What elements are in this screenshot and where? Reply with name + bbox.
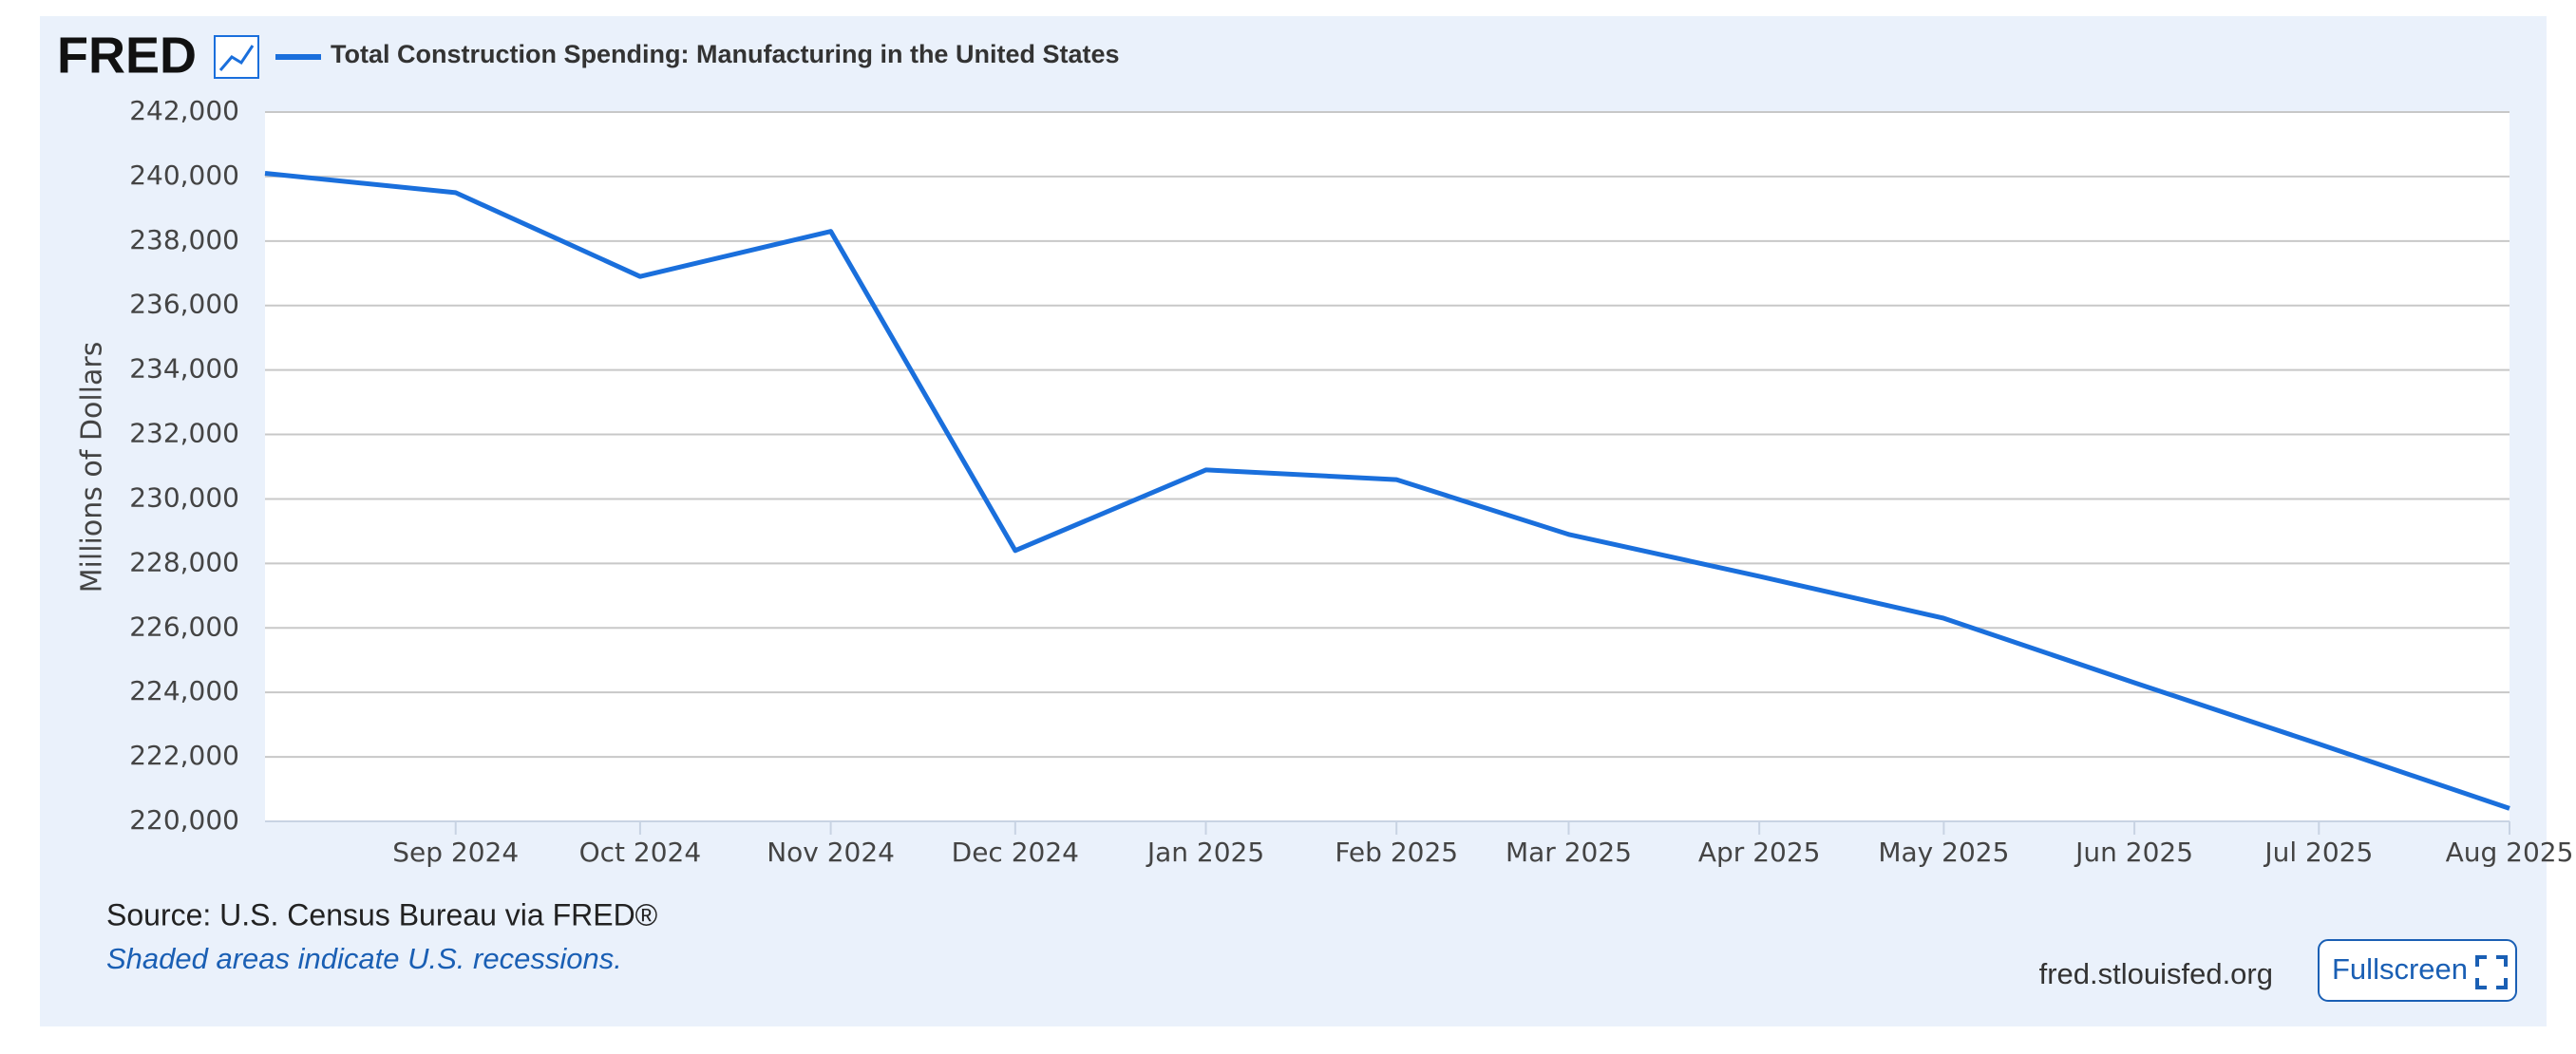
series-line bbox=[264, 171, 2510, 811]
logo-icon bbox=[214, 35, 259, 79]
x-tick-label: May 2025 bbox=[1878, 837, 2009, 868]
x-tick-label: Jan 2025 bbox=[1146, 837, 1264, 868]
source: Source: U.S. Census Bureau via FRED® bbox=[106, 897, 658, 932]
x-tick-label: Oct 2024 bbox=[579, 837, 702, 868]
x-tick-label: Aug 2025 bbox=[2446, 837, 2574, 868]
button-box[interactable] bbox=[2318, 939, 2517, 1002]
x-tick-label: Nov 2024 bbox=[767, 837, 895, 868]
y-tick-label: 240,000 bbox=[129, 160, 239, 191]
y-tick-label: 242,000 bbox=[129, 95, 239, 126]
site: fred.stlouisfed.org bbox=[2039, 957, 2273, 990]
x-tick-label: Mar 2025 bbox=[1506, 837, 1632, 868]
button-label[interactable]: Fullscreen bbox=[2332, 952, 2468, 986]
button-icon[interactable] bbox=[2475, 955, 2508, 989]
y-tick-label: 230,000 bbox=[129, 481, 239, 513]
x-tick-label: Jul 2025 bbox=[2263, 837, 2373, 868]
y-tick-label: 226,000 bbox=[129, 611, 239, 642]
x-tick-label: Jun 2025 bbox=[2074, 837, 2193, 868]
y-tick-label: 220,000 bbox=[129, 804, 239, 836]
y-tick-label: 232,000 bbox=[129, 418, 239, 449]
plot-area bbox=[265, 112, 2510, 821]
legend-label: Total Construction Spending: Manufacturi… bbox=[331, 40, 1120, 68]
logo: FRED bbox=[57, 27, 197, 84]
y-tick-label: 234,000 bbox=[129, 353, 239, 385]
note: Shaded areas indicate U.S. recessions. bbox=[106, 942, 622, 975]
y-tick-label: 222,000 bbox=[129, 740, 239, 771]
y-tick-label: 236,000 bbox=[129, 289, 239, 320]
x-tick-label: Feb 2025 bbox=[1335, 837, 1458, 868]
y-tick-label: 224,000 bbox=[129, 675, 239, 706]
y-tick-label: 228,000 bbox=[129, 546, 239, 577]
y-tick-label: 238,000 bbox=[129, 224, 239, 255]
fullscreen-button[interactable]: Fullscreen bbox=[2318, 939, 2517, 1002]
y-axis-label: Millions of Dollars bbox=[76, 342, 109, 593]
x-tick-label: Sep 2024 bbox=[392, 837, 519, 868]
x-tick-label: Dec 2024 bbox=[952, 837, 1079, 868]
x-tick-label: Apr 2025 bbox=[1698, 837, 1821, 868]
